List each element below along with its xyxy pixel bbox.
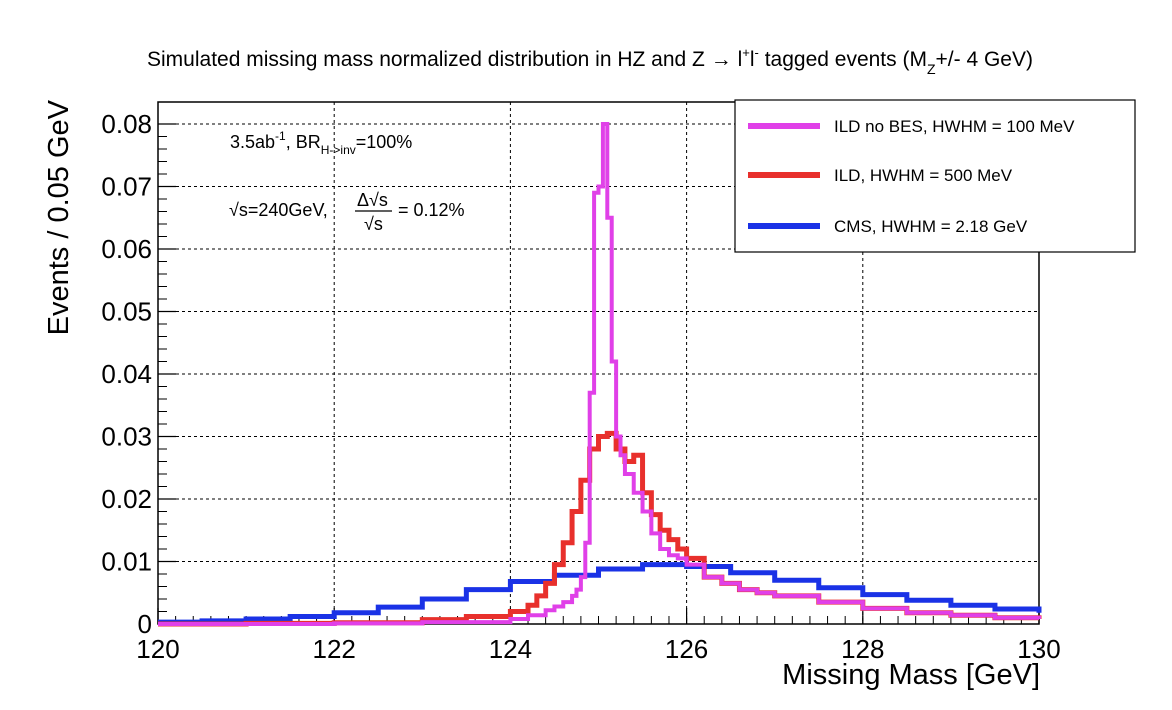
y-tick-label: 0.03 [101,422,152,452]
series-line-3 [158,562,1042,625]
y-tick-label: 0.04 [101,359,152,389]
x-tick-label: 122 [313,634,356,664]
x-tick-label: 124 [489,634,532,664]
x-tick-label: 120 [136,634,179,664]
chart-title: Simulated missing mass normalized distri… [147,39,1033,77]
svg-text:√s=240GeV,: √s=240GeV, [229,200,328,220]
svg-text:√s: √s [364,214,383,234]
y-axis-label: Events / 0.05 GeV [43,99,75,335]
annotation-energy: √s=240GeV, Δ√s √s = 0.12% [229,190,465,234]
x-tick-label: 130 [1017,634,1060,664]
x-tick-label: 128 [841,634,884,664]
y-tick-label: 0 [138,609,152,639]
legend-label: ILD, HWHM = 500 MeV [834,166,1013,185]
svg-text:Δ√s: Δ√s [357,190,388,210]
series-line-1 [158,122,1041,626]
y-tick-label: 0.06 [101,234,152,264]
legend: ILD no BES, HWHM = 100 MeV ILD, HWHM = 50… [734,99,1136,253]
y-tick-label: 0.01 [101,547,152,577]
x-tick-label: 126 [665,634,708,664]
series-group [158,122,1042,627]
svg-text:= 0.12%: = 0.12% [398,200,465,220]
tick-labels: 120 122 124 126 128 130 0 0.01 0.02 0.03 0.04 0.05 0… [101,109,1060,664]
y-tick-label: 0.07 [101,172,152,202]
x-axis-label: Missing Mass [GeV] [782,659,1040,691]
annotation-lumi: 3.5ab-1, BRH->inv=100% [230,129,412,157]
y-tick-label: 0.02 [101,484,152,514]
y-tick-label: 0.08 [101,109,152,139]
legend-label: CMS, HWHM = 2.18 GeV [834,217,1028,236]
legend-label: ILD no BES, HWHM = 100 MeV [834,117,1075,136]
y-tick-label: 0.05 [101,297,152,327]
